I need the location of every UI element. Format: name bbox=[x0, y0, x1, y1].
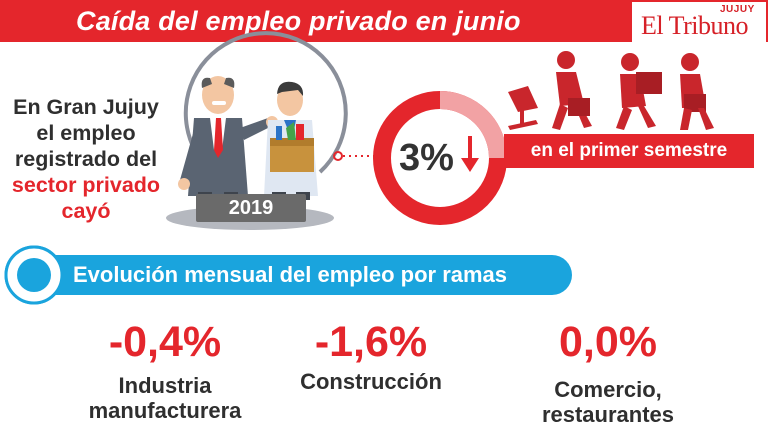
page-title: Caída del empleo privado en junio bbox=[76, 6, 521, 36]
branch-comercio: 0,0% Comercio, restaurantes bbox=[508, 318, 708, 427]
branch-value: -1,6% bbox=[314, 318, 428, 366]
intro-text: En Gran Jujuy el empleo registrado del s… bbox=[0, 94, 172, 224]
donut-ring bbox=[373, 91, 507, 225]
intro-highlight: sector privado bbox=[11, 173, 161, 197]
intro-line-2: el empleo bbox=[36, 121, 136, 145]
intro-line-1: En Gran Jujuy bbox=[13, 95, 159, 119]
intro-line-5: cayó bbox=[61, 199, 111, 223]
section-title: Evolución mensual del empleo por ramas bbox=[73, 262, 508, 287]
branch-construccion: -1,6% Construcción bbox=[276, 318, 466, 394]
office-chair-icon bbox=[508, 86, 538, 130]
section-bar bbox=[24, 255, 572, 295]
section-bullet-overlay bbox=[4, 245, 64, 305]
highlight-label: en el primer semestre bbox=[504, 134, 754, 168]
dotted-connector bbox=[333, 151, 384, 161]
highlight-value: 3% bbox=[399, 137, 454, 179]
walking-workers-illustration bbox=[508, 51, 714, 130]
branch-label: Industria manufacturera bbox=[88, 373, 242, 423]
branch-value: -0,4% bbox=[108, 318, 222, 366]
logo: JUJUY El Tribuno bbox=[632, 2, 766, 42]
logo-name: El Tribuno bbox=[641, 11, 749, 40]
boss-illustration bbox=[178, 76, 278, 200]
fired-employee-illustration bbox=[264, 81, 318, 200]
down-arrow-icon bbox=[461, 136, 479, 172]
branch-label: Construcción bbox=[300, 369, 442, 394]
intro-line-3: registrado del bbox=[14, 147, 158, 171]
logo-region: JUJUY bbox=[720, 4, 755, 15]
branch-value: 0,0% bbox=[558, 318, 657, 366]
branch-label: Comercio, restaurantes bbox=[541, 377, 675, 427]
branch-industria: -0,4% Industria manufacturera bbox=[70, 318, 260, 423]
year-tag: 2019 bbox=[196, 194, 306, 222]
